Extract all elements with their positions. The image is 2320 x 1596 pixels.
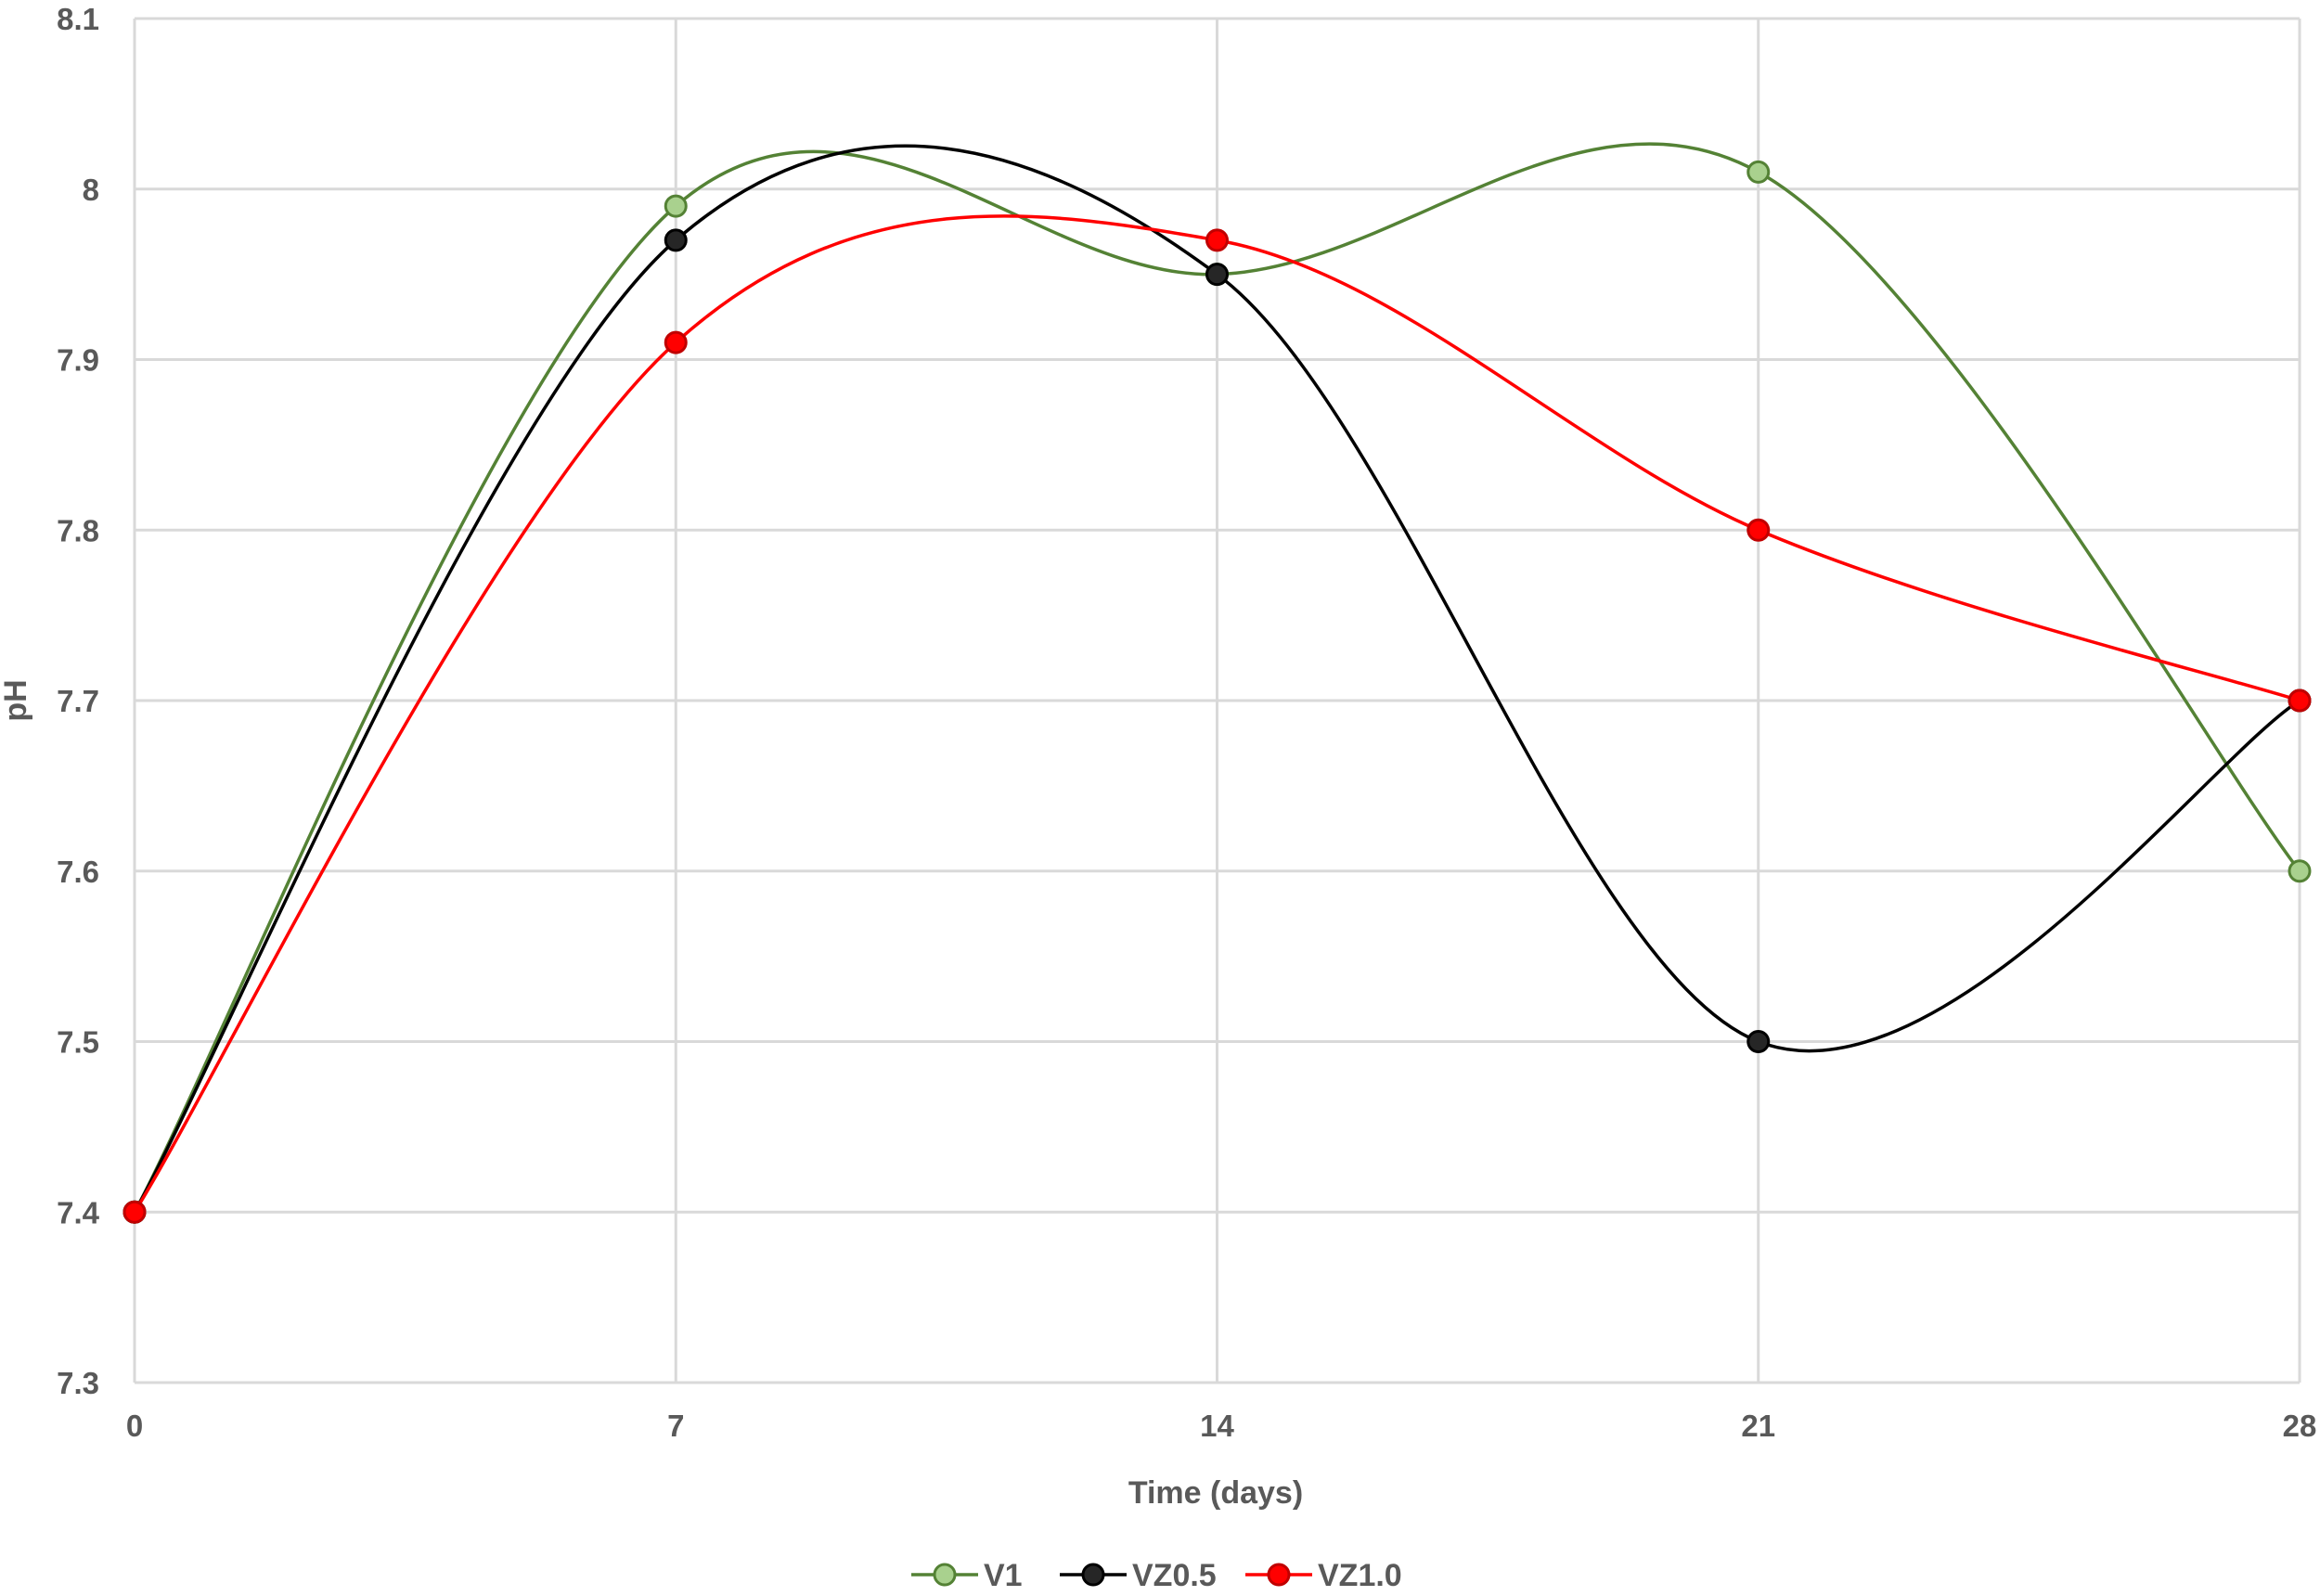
legend-label: VZ0.5 — [1132, 1558, 1217, 1593]
data-point — [1205, 228, 1229, 252]
grid-lines — [133, 17, 2301, 1384]
legend-item: VZ1.0 — [1245, 1558, 1402, 1593]
data-point — [664, 330, 688, 354]
y-tick-label: 8 — [83, 173, 99, 207]
y-tick-label: 8.1 — [57, 2, 99, 36]
data-point — [122, 1200, 147, 1224]
legend-marker — [933, 1563, 957, 1587]
series-line — [133, 142, 2301, 1214]
series-vz1-0 — [122, 214, 2312, 1224]
legend-marker — [1267, 1563, 1291, 1587]
x-axis-ticks: 0 7 14 21 28 — [126, 1409, 2317, 1443]
data-point — [1746, 1030, 1771, 1053]
legend: V1 VZ0.5 VZ1.0 — [911, 1558, 1402, 1593]
data-point — [2288, 689, 2312, 713]
data-point — [2288, 859, 2312, 883]
data-point — [1746, 160, 1771, 184]
data-point — [664, 194, 688, 218]
y-tick-label: 7.4 — [57, 1195, 100, 1229]
data-point — [1205, 263, 1229, 287]
series-layer — [122, 142, 2312, 1224]
x-tick-label: 14 — [1200, 1409, 1234, 1443]
x-tick-label: 28 — [2283, 1409, 2317, 1443]
y-tick-label: 7.6 — [57, 855, 99, 889]
legend-item: V1 — [911, 1558, 1023, 1593]
y-tick-label: 7.9 — [57, 343, 99, 378]
x-axis-title: Time (days) — [1128, 1475, 1303, 1511]
y-tick-label: 7.3 — [57, 1366, 99, 1400]
data-point — [1746, 518, 1771, 542]
legend-marker — [1081, 1563, 1105, 1587]
x-tick-label: 21 — [1741, 1409, 1775, 1443]
y-axis-title: pH — [0, 679, 33, 721]
series-line — [133, 214, 2301, 1214]
y-tick-label: 7.7 — [57, 684, 99, 718]
legend-item: VZ0.5 — [1060, 1558, 1217, 1593]
y-tick-label: 7.8 — [57, 513, 99, 547]
data-point — [664, 228, 688, 252]
legend-label: V1 — [984, 1558, 1023, 1593]
x-tick-label: 0 — [126, 1409, 143, 1443]
x-tick-label: 7 — [667, 1409, 684, 1443]
y-tick-label: 7.5 — [57, 1025, 99, 1060]
legend-label: VZ1.0 — [1318, 1558, 1402, 1593]
y-axis-ticks: 7.3 7.4 7.5 7.6 7.7 7.8 7.9 8 8.1 — [57, 2, 100, 1400]
